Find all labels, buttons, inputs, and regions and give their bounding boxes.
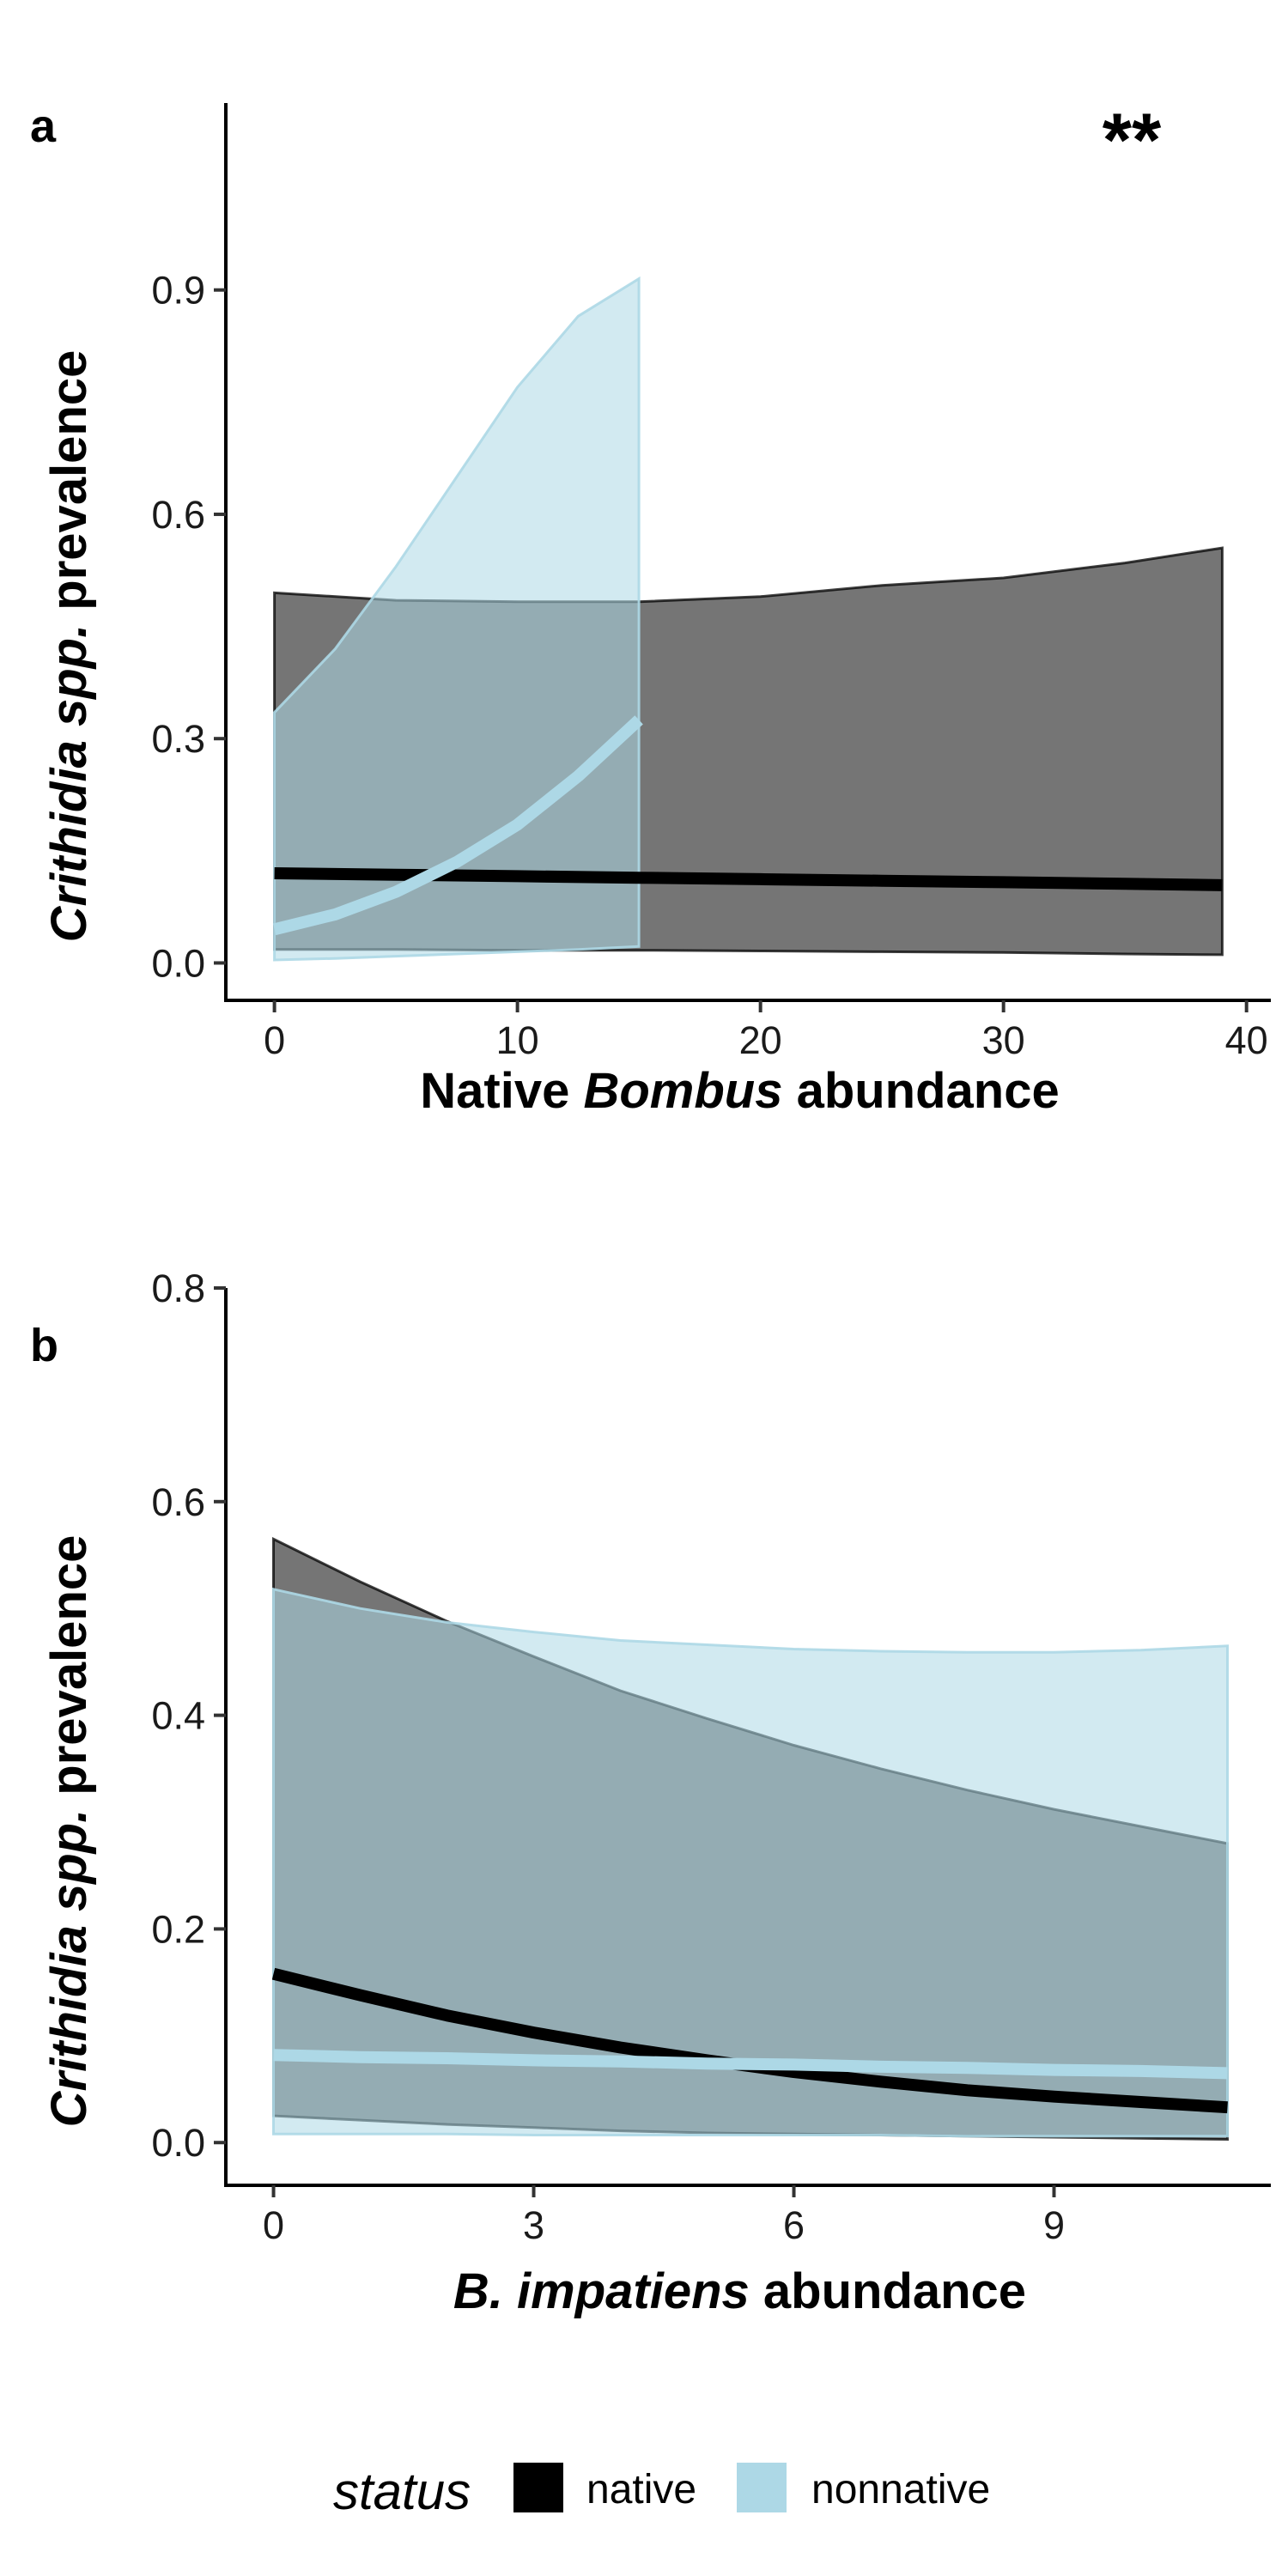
nonnative-fit-line: [273, 2049, 1228, 2080]
panel-label: a: [30, 100, 57, 152]
label-part: B. impatiens: [453, 2263, 750, 2319]
legend: status native nonnative: [333, 2463, 990, 2520]
panel-a-chart: 0 10 20 30 40 0.0 0.3 0.6 0.9 Native Bombus abund…: [30, 97, 1271, 1119]
x-axis-title: Native Bombus abundance: [420, 1063, 1060, 1119]
x-tick-label: 20: [739, 1018, 782, 1062]
label-part: abundance: [750, 2263, 1026, 2319]
y-axis-title: Crithidia spp. prevalence: [41, 1535, 97, 2128]
x-tick-label: 9: [1043, 2203, 1065, 2247]
x-tick-label: 6: [783, 2203, 805, 2247]
y-tick-label: 0.2: [151, 1907, 205, 1951]
x-tick-label: 30: [982, 1018, 1025, 1062]
y-tick-label: 0.4: [151, 1694, 205, 1738]
y-tick-label: 0.8: [151, 1267, 205, 1310]
y-tick-label: 0.6: [151, 493, 205, 537]
panel-label: b: [30, 1320, 58, 1371]
label-part: prevalence: [41, 350, 97, 624]
label-part: Bombus: [583, 1063, 782, 1119]
x-tick-label: 0: [264, 1018, 285, 1062]
y-tick-label: 0.3: [151, 717, 205, 761]
significance-marker: **: [1103, 97, 1162, 182]
legend-label-native: native: [586, 2467, 696, 2512]
nonnative-confidence-band: [272, 1587, 1229, 2138]
y-tick-label: 0.0: [151, 2121, 205, 2165]
label-part: prevalence: [41, 1535, 97, 1809]
y-tick-label: 0.9: [151, 269, 205, 313]
label-part: Crithidia spp.: [41, 1809, 97, 2128]
legend-swatch-native: [513, 2463, 563, 2512]
x-tick-label: 40: [1225, 1018, 1268, 1062]
label-part: abundance: [782, 1063, 1059, 1119]
label-part: Crithidia spp.: [41, 624, 97, 943]
label-part: Native: [420, 1063, 583, 1119]
nonnative-fit-line: [272, 715, 643, 936]
legend-swatch-nonnative: [737, 2463, 787, 2512]
y-tick-label: 0.6: [151, 1480, 205, 1524]
panel-b-chart: 0 3 6 9 0.0 0.2 0.4 0.6 0.8 B. impatiens abundanc…: [30, 1267, 1271, 2319]
nonnative-confidence-band: [273, 276, 641, 962]
y-tick-label: 0.0: [151, 941, 205, 985]
y-axis-title: Crithidia spp. prevalence: [41, 350, 97, 943]
x-tick-label: 10: [496, 1018, 539, 1062]
legend-label-nonnative: nonnative: [811, 2467, 990, 2512]
x-tick-label: 0: [263, 2203, 284, 2247]
legend-title: status: [333, 2463, 471, 2520]
x-tick-label: 3: [523, 2203, 544, 2247]
x-axis-title: B. impatiens abundance: [453, 2263, 1026, 2319]
